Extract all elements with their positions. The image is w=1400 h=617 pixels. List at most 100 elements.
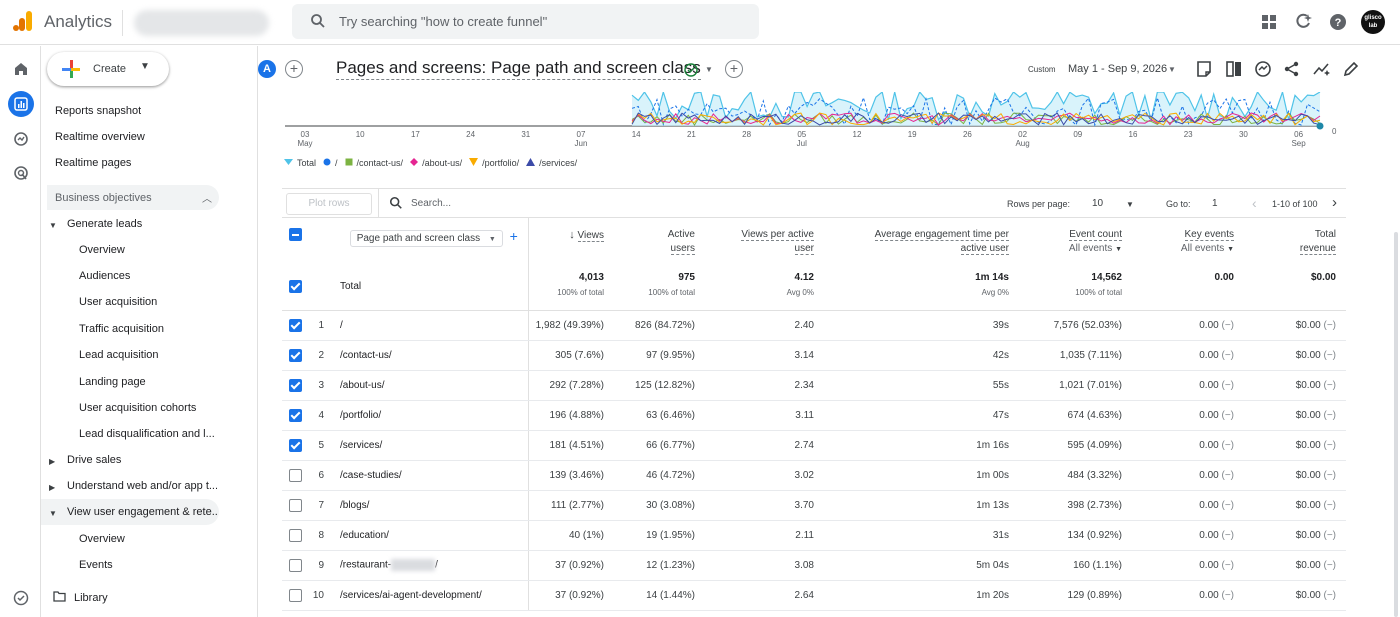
nav-gl-audiences[interactable]: Audiences [79,270,131,282]
nav-gl-overview[interactable]: Overview [79,244,125,256]
legend-item[interactable]: / [323,158,338,168]
table-row[interactable]: 6/case-studies/139 (3.46%) 46 (4.72%) 3.02… [282,460,1346,491]
goto-input[interactable]: 1 [1212,198,1218,209]
add-report-button[interactable]: + [725,60,743,78]
legend-item[interactable]: /services/ [526,157,577,168]
business-objectives-section[interactable]: Business objectives ︿ [47,185,219,210]
col-event-count[interactable]: Event count All events ▼ [1068,229,1122,254]
totals-checkbox[interactable] [288,280,302,294]
row-page-path[interactable]: /services/ai-agent-development/ [340,589,482,601]
nav-gl-traffic-acquisition[interactable]: Traffic acquisition [79,323,164,335]
row-checkbox[interactable] [288,378,302,392]
row-page-path[interactable]: /portfolio/ [340,409,382,421]
date-range[interactable]: May 1 - Sep 9, 2026 [1068,63,1168,75]
plot-rows-button[interactable]: Plot rows [286,193,372,215]
select-all-checkbox[interactable] [288,228,302,241]
row-checkbox[interactable] [288,468,302,482]
col-views-per-active-user[interactable]: Views per active user [741,229,814,255]
row-checkbox[interactable] [288,558,302,572]
account-selector-redacted[interactable] [134,10,269,36]
nav-view-user-engagement[interactable]: View user engagement & rete... [67,506,217,518]
home-icon[interactable] [8,56,34,82]
scrollbar[interactable] [1394,232,1398,617]
table-row[interactable]: 5/services/181 (4.51%) 66 (6.77%) 2.74 1m 1… [282,430,1346,461]
nav-gl-lead-disqualification[interactable]: Lead disqualification and l... [79,428,215,440]
row-page-path[interactable]: /services/ [340,439,383,451]
add-dimension-icon[interactable]: + [509,228,518,244]
legend-item[interactable]: /about-us/ [410,157,462,168]
next-page-icon[interactable]: › [1332,194,1337,211]
table-row[interactable]: 8/education/40 (1%) 19 (1.95%) 2.11 31s 134 … [282,520,1346,551]
row-checkbox[interactable] [288,318,302,332]
nav-ve-events[interactable]: Events [79,559,113,571]
chevron-down-icon[interactable]: ▼ [705,65,713,74]
dimension-select[interactable]: Page path and screen class ▼ [349,230,503,247]
row-page-path[interactable]: /contact-us/ [340,349,392,361]
table-row[interactable]: 3/about-us/292 (7.28%) 125 (12.82%) 2.34 55… [282,370,1346,401]
insights-chart-icon[interactable] [1254,60,1272,78]
nav-drive-sales[interactable]: Drive sales [67,454,122,466]
edit-pencil-icon[interactable] [1342,60,1360,78]
help-icon[interactable]: ? [1328,12,1348,32]
nav-ve-overview[interactable]: Overview [79,533,125,545]
row-checkbox[interactable] [288,348,302,362]
user-avatar[interactable]: glisco lab [1361,10,1385,34]
table-search-input[interactable]: Search... [411,198,452,209]
expand-arrow-icon[interactable]: ▶ [49,483,56,492]
nav-gl-user-acquisition-cohorts[interactable]: User acquisition cohorts [79,402,197,414]
check-circle-icon[interactable] [684,63,698,77]
compare-icon[interactable] [1225,60,1243,78]
row-checkbox[interactable] [288,438,302,452]
nav-generate-leads[interactable]: Generate leads [67,218,143,230]
row-page-path[interactable]: /education/ [340,529,389,541]
expand-arrow-icon[interactable]: ▼ [49,221,57,230]
nav-understand-web[interactable]: Understand web and/or app t... [67,480,217,492]
col-avg-engagement-time[interactable]: Average engagement time per active user [874,229,1009,255]
nav-library[interactable]: Library [74,592,108,604]
advertising-icon[interactable] [8,160,34,186]
notes-icon[interactable] [1195,60,1213,78]
col-key-events[interactable]: Key events All events ▼ [1180,229,1234,254]
legend-item[interactable]: /contact-us/ [345,158,403,168]
add-comparison-button[interactable]: + [285,60,303,78]
row-page-path[interactable]: /case-studies/ [340,469,402,481]
chevron-down-icon[interactable]: ▼ [1126,200,1134,209]
table-row[interactable]: 10/services/ai-agent-development/37 (0.9… [282,580,1346,611]
nav-realtime-pages[interactable]: Realtime pages [55,157,132,169]
nav-gl-landing-page[interactable]: Landing page [79,376,146,388]
nav-reports-snapshot[interactable]: Reports snapshot [55,105,142,117]
row-page-path[interactable]: /restaurant- [340,559,392,571]
create-button[interactable]: Create ▼ [47,52,169,86]
row-page-path[interactable]: /blogs/ [340,499,370,511]
table-row[interactable]: 9/restaurant- / 37 (0.92%) 12 (1.23%) 3.08 5m… [282,550,1346,581]
row-checkbox[interactable] [288,588,302,602]
row-page-path[interactable]: / [340,319,343,331]
col-total-revenue[interactable]: Total revenue [1299,229,1336,255]
row-checkbox[interactable] [288,408,302,422]
insights-icon[interactable] [1293,12,1313,32]
search-bar[interactable]: Try searching "how to create funnel" [292,4,759,39]
trend-sparkle-icon[interactable] [1312,60,1332,78]
row-page-path[interactable]: /about-us/ [340,379,385,391]
col-views[interactable]: ↓ Views [569,229,604,242]
reports-icon[interactable] [8,91,34,117]
nav-gl-user-acquisition[interactable]: User acquisition [79,296,158,308]
share-icon[interactable] [1283,60,1301,78]
table-row[interactable]: 4/portfolio/196 (4.88%) 63 (6.46%) 3.11 47s… [282,400,1346,431]
chevron-down-icon[interactable]: ▼ [1168,65,1176,74]
legend-item[interactable]: /portfolio/ [469,157,519,168]
comparison-chip[interactable]: A [258,60,276,78]
expand-arrow-icon[interactable]: ▶ [49,457,56,466]
explore-icon[interactable] [8,126,34,152]
legend-item[interactable]: Total [284,157,316,168]
table-row[interactable]: 7/blogs/111 (2.77%) 30 (3.08%) 3.70 1m 13s 3… [282,490,1346,521]
table-row[interactable]: 1 / 1,982 (49.39%) 826 (84.72%) 2.40 39s 7,576… [282,310,1346,341]
row-checkbox[interactable] [288,528,302,542]
rows-per-page-select[interactable]: 10 [1092,198,1104,209]
row-checkbox[interactable] [288,498,302,512]
nav-gl-lead-acquisition[interactable]: Lead acquisition [79,349,159,361]
expand-arrow-icon[interactable]: ▼ [49,509,57,518]
prev-page-icon[interactable]: ‹ [1252,195,1257,211]
table-row[interactable]: 2/contact-us/305 (7.6%) 97 (9.95%) 3.14 42s… [282,340,1346,371]
col-active-users[interactable]: Active users [667,229,695,255]
